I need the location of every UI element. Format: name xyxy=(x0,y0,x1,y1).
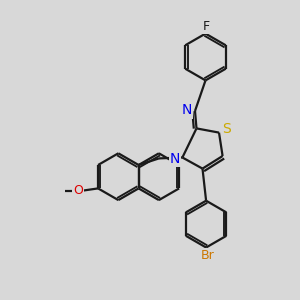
Text: F: F xyxy=(202,20,210,33)
Text: N: N xyxy=(182,103,192,117)
Text: Br: Br xyxy=(201,249,214,262)
Text: O: O xyxy=(73,184,83,197)
Text: S: S xyxy=(222,122,231,136)
Text: N: N xyxy=(170,152,180,166)
